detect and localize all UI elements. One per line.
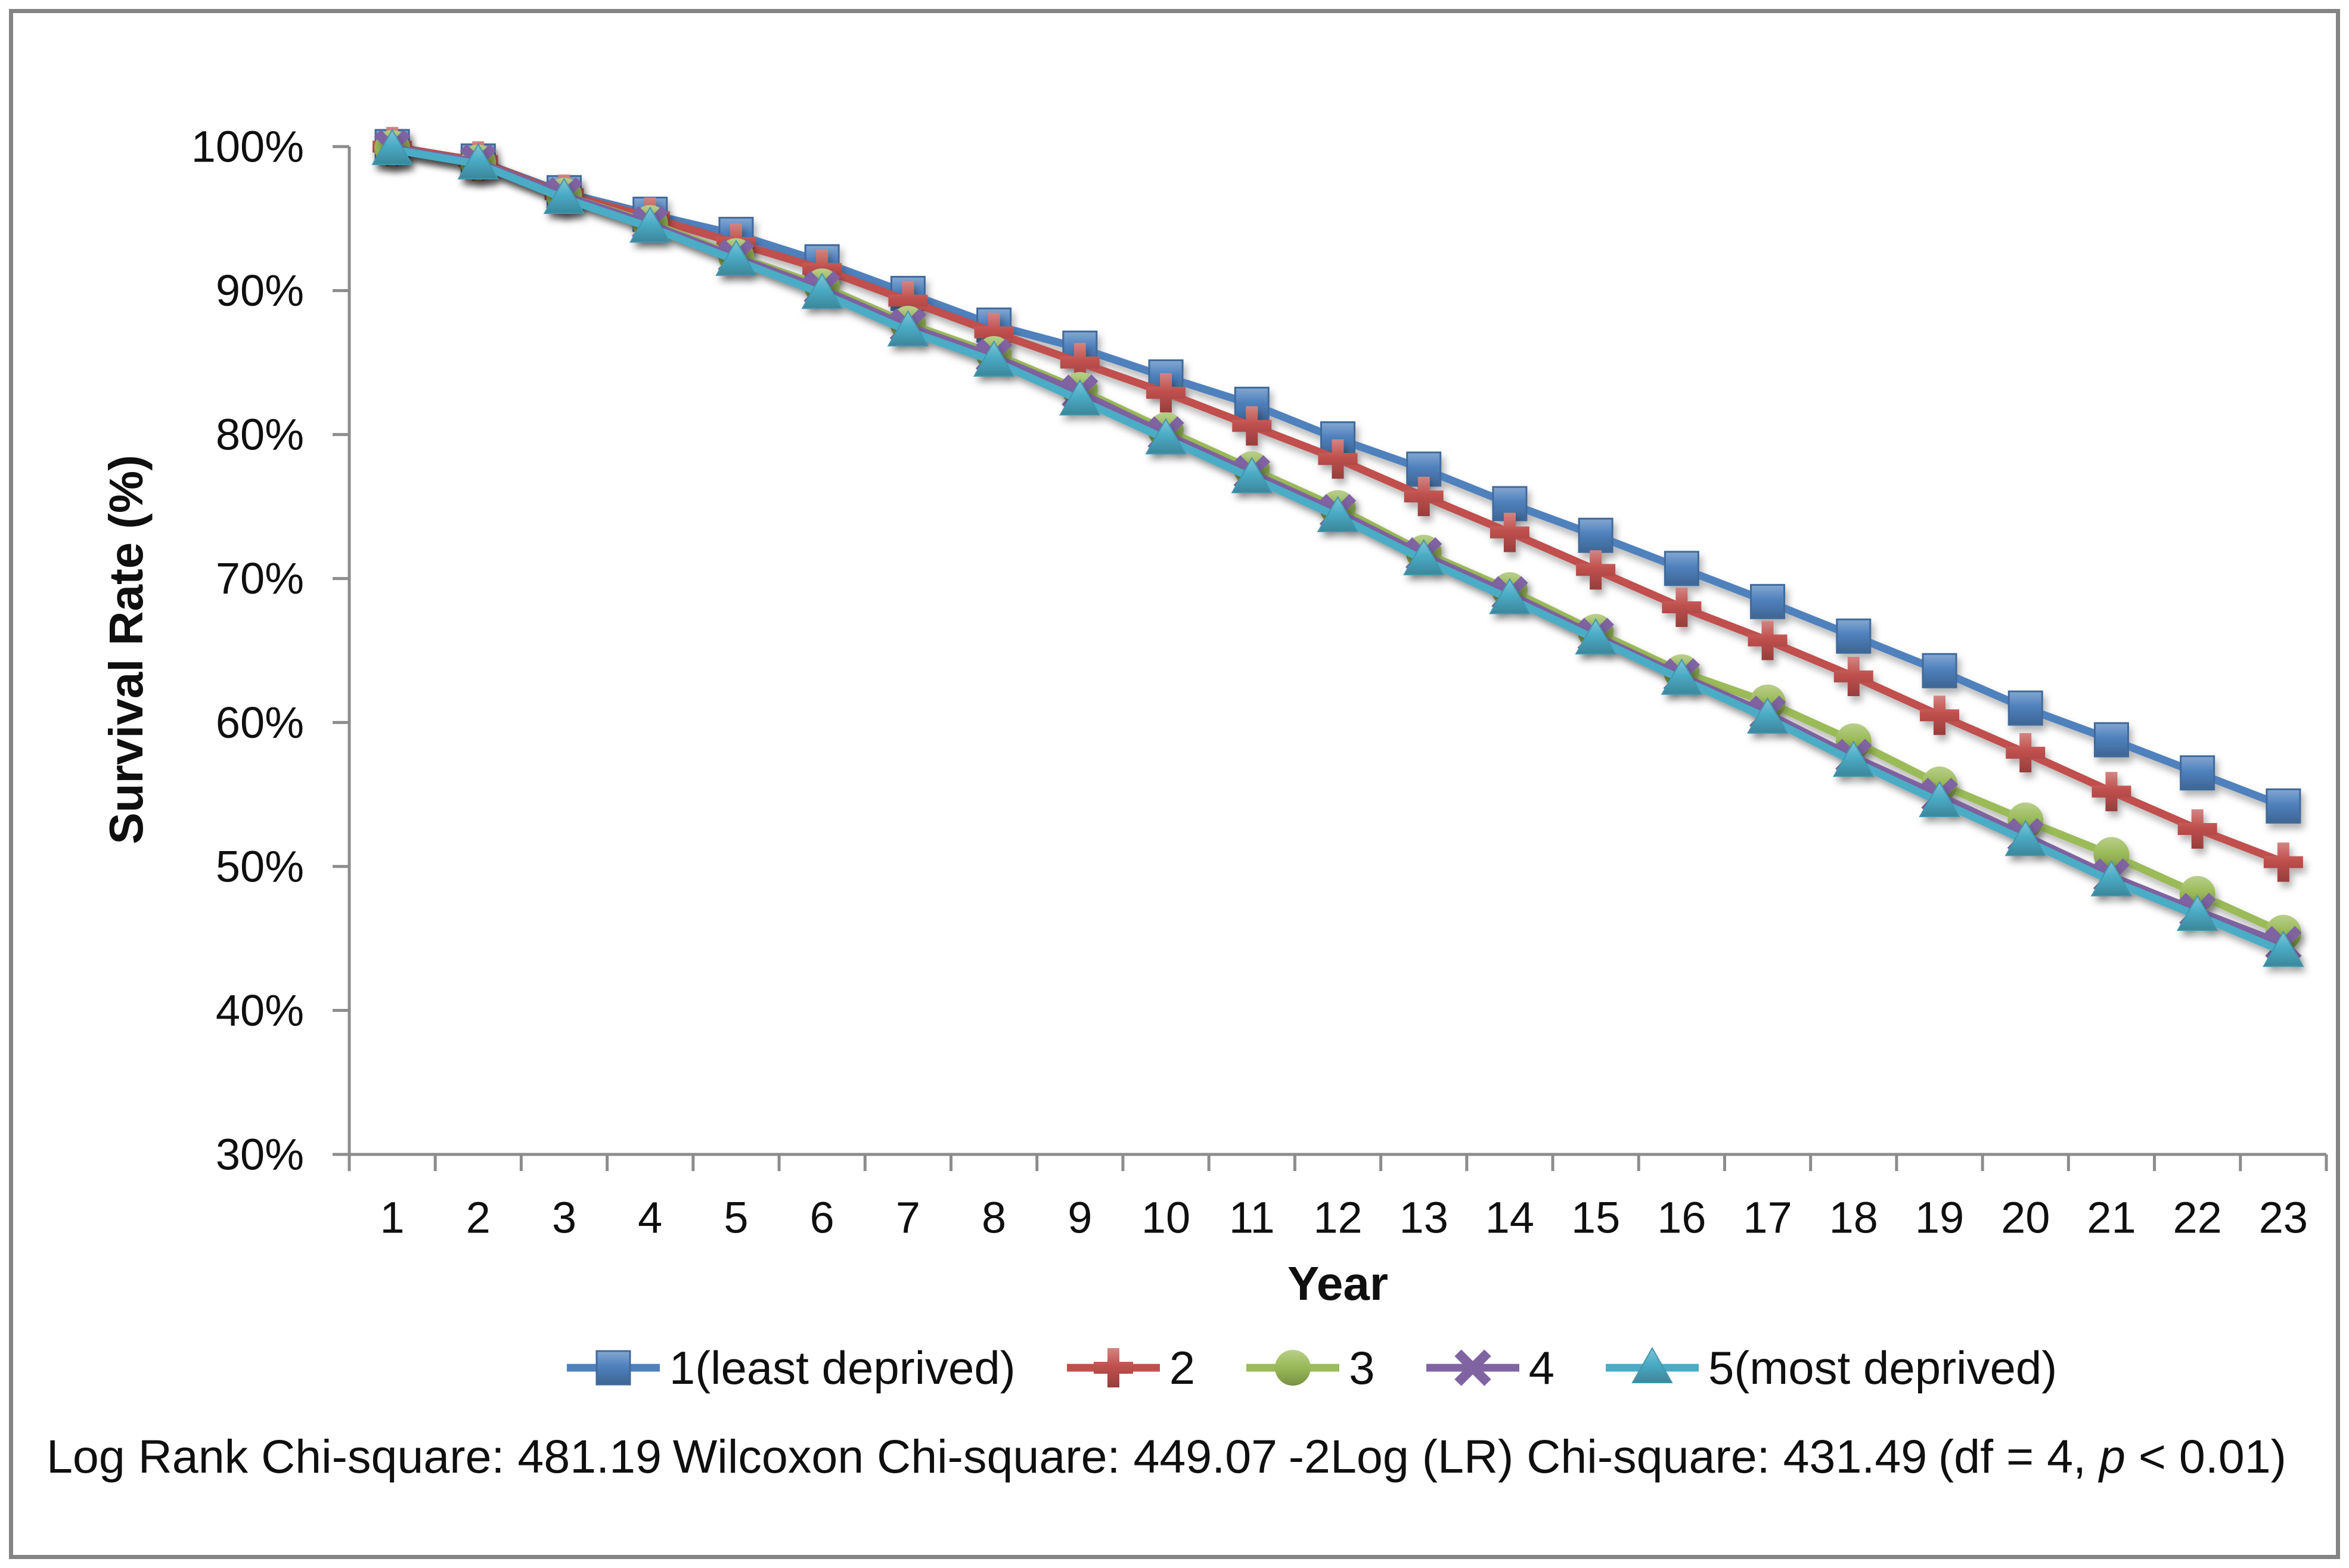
- legend: 1(least deprived) 2 3 4 5(most deprived): [298, 1329, 2325, 1406]
- series-5: [371, 128, 2304, 967]
- x-tick-label: 8: [982, 1193, 1006, 1243]
- plus-legend-marker-icon: [1066, 1348, 1160, 1387]
- x-tick-label: 7: [896, 1193, 920, 1243]
- legend-label: 2: [1169, 1341, 1196, 1394]
- x-tick-label: 21: [2087, 1193, 2136, 1243]
- x-legend-marker-icon: [1426, 1349, 1519, 1386]
- x-tick-label: 18: [1829, 1193, 1878, 1243]
- y-axis-title: Survival Rate (%): [100, 455, 153, 844]
- legend-item-5: 5(most deprived): [1605, 1341, 2057, 1395]
- legend-label: 5(most deprived): [1708, 1341, 2058, 1394]
- legend-label: 4: [1528, 1341, 1554, 1394]
- x-tick-label: 14: [1485, 1193, 1534, 1243]
- x-tick-label: 9: [1068, 1193, 1092, 1243]
- legend-item-3: 3: [1245, 1341, 1375, 1395]
- x-tick-label: 20: [2001, 1193, 2050, 1243]
- x-tick-label: 2: [466, 1193, 491, 1243]
- y-tick-label: 60%: [216, 698, 304, 747]
- stat-log-rank: Log Rank Chi-square: 481.19: [46, 1430, 662, 1483]
- x-tick-label: 19: [1915, 1193, 1964, 1243]
- square-legend-marker-icon: [566, 1350, 660, 1386]
- x-tick-label: 3: [552, 1193, 576, 1243]
- y-tick-label: 100%: [191, 122, 304, 172]
- stat-df-p: (df = 4, p < 0.01): [1938, 1430, 2286, 1483]
- legend-label: 1(least deprived): [669, 1341, 1016, 1394]
- x-tick-label: 15: [1571, 1193, 1620, 1243]
- y-tick-label: 40%: [216, 986, 304, 1035]
- legend-item-2: 2: [1066, 1341, 1195, 1395]
- x-tick-label: 1: [380, 1193, 405, 1243]
- y-tick-label: 50%: [216, 842, 304, 891]
- legend-label: 3: [1349, 1341, 1375, 1394]
- stat-2log-lr: -2Log (LR) Chi-square: 431.49: [1288, 1430, 1928, 1483]
- series-2: [373, 127, 2303, 882]
- x-tick-label: 23: [2259, 1193, 2308, 1243]
- circle-legend-marker-icon: [1246, 1350, 1340, 1386]
- x-tick-label: 12: [1313, 1193, 1362, 1243]
- x-tick-label: 6: [810, 1193, 834, 1243]
- x-tick-label: 5: [724, 1193, 748, 1243]
- legend-item-1: 1(least deprived): [566, 1341, 1016, 1395]
- stat-wilcoxon: Wilcoxon Chi-square: 449.07: [672, 1430, 1278, 1483]
- triangle-legend-marker-icon: [1605, 1346, 1699, 1383]
- x-tick-label: 10: [1141, 1193, 1190, 1243]
- stats-line: Log Rank Chi-square: 481.19 Wilcoxon Chi…: [46, 1429, 2286, 1484]
- x-tick-label: 11: [1229, 1193, 1275, 1243]
- x-tick-label: 16: [1657, 1193, 1706, 1243]
- y-tick-label: 90%: [216, 266, 304, 315]
- y-tick-label: 70%: [216, 554, 304, 603]
- x-tick-label: 13: [1400, 1193, 1448, 1243]
- x-tick-label: 22: [2173, 1193, 2222, 1243]
- legend-item-4: 4: [1425, 1341, 1554, 1395]
- y-tick-label: 30%: [216, 1130, 304, 1179]
- x-tick-label: 4: [638, 1193, 662, 1243]
- x-tick-label: 17: [1743, 1193, 1792, 1243]
- y-tick-label: 80%: [216, 410, 304, 459]
- x-axis-title: Year: [1287, 1257, 1389, 1310]
